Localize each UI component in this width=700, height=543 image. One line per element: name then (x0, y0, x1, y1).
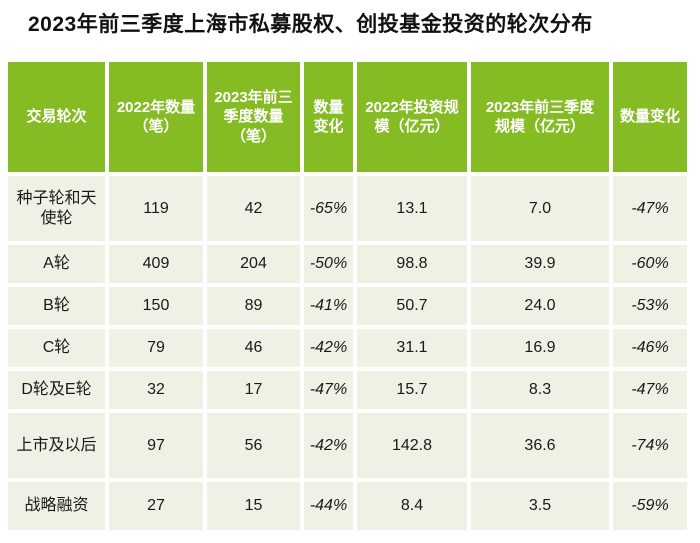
value-cell: 39.9 (471, 245, 609, 283)
row-label: A轮 (8, 245, 105, 283)
col-header-round: 交易轮次 (8, 62, 105, 172)
pct-cell: -60% (613, 245, 687, 283)
value-cell: 15.7 (357, 371, 467, 409)
value-cell: 56 (207, 413, 300, 478)
pct-cell: -47% (613, 371, 687, 409)
value-cell: 204 (207, 245, 300, 283)
value-cell: 42 (207, 176, 300, 241)
value-cell: 7.0 (471, 176, 609, 241)
pct-cell: -74% (613, 413, 687, 478)
value-cell: 150 (109, 287, 203, 325)
value-cell: 17 (207, 371, 300, 409)
row-label: C轮 (8, 329, 105, 367)
pct-cell: -65% (304, 176, 353, 241)
value-cell: 16.9 (471, 329, 609, 367)
row-label: 战略融资 (8, 482, 105, 530)
value-cell: 89 (207, 287, 300, 325)
value-cell: 8.4 (357, 482, 467, 530)
row-label: 上市及以后 (8, 413, 105, 478)
value-cell: 46 (207, 329, 300, 367)
rounds-table: 交易轮次 2022年数量 （笔） 2023年前三 季度数量 （笔） 数量 变化 … (8, 62, 687, 530)
value-cell: 3.5 (471, 482, 609, 530)
col-header-2023-count: 2023年前三 季度数量 （笔） (207, 62, 300, 172)
pct-cell: -59% (613, 482, 687, 530)
value-cell: 142.8 (357, 413, 467, 478)
value-cell: 13.1 (357, 176, 467, 241)
value-cell: 8.3 (471, 371, 609, 409)
row-label: B轮 (8, 287, 105, 325)
row-label: 种子轮和天使轮 (8, 176, 105, 241)
value-cell: 50.7 (357, 287, 467, 325)
value-cell: 97 (109, 413, 203, 478)
pct-cell: -50% (304, 245, 353, 283)
value-cell: 32 (109, 371, 203, 409)
value-cell: 98.8 (357, 245, 467, 283)
pct-cell: -47% (613, 176, 687, 241)
pct-cell: -47% (304, 371, 353, 409)
value-cell: 31.1 (357, 329, 467, 367)
value-cell: 119 (109, 176, 203, 241)
col-header-2023-scale: 2023年前三季度 规模（亿元） (471, 62, 609, 172)
value-cell: 15 (207, 482, 300, 530)
pct-cell: -46% (613, 329, 687, 367)
pct-cell: -42% (304, 413, 353, 478)
pct-cell: -41% (304, 287, 353, 325)
col-header-2022-count: 2022年数量 （笔） (109, 62, 203, 172)
pct-cell: -44% (304, 482, 353, 530)
col-header-2022-scale: 2022年投资规 模（亿元） (357, 62, 467, 172)
pct-cell: -42% (304, 329, 353, 367)
value-cell: 409 (109, 245, 203, 283)
value-cell: 79 (109, 329, 203, 367)
page-title: 2023年前三季度上海市私募股权、创投基金投资的轮次分布 (28, 13, 593, 36)
col-header-count-change: 数量 变化 (304, 62, 353, 172)
value-cell: 36.6 (471, 413, 609, 478)
value-cell: 27 (109, 482, 203, 530)
col-header-scale-change: 数量变化 (613, 62, 687, 172)
pct-cell: -53% (613, 287, 687, 325)
value-cell: 24.0 (471, 287, 609, 325)
row-label: D轮及E轮 (8, 371, 105, 409)
